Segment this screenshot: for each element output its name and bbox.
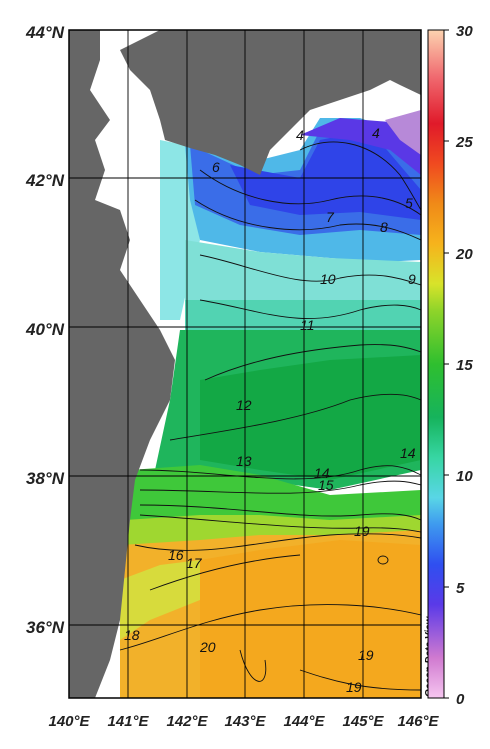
contour-label: 14 (400, 445, 416, 461)
colorbar-gradient (427, 29, 445, 699)
contour-label-group: 4 4 5 6 7 8 9 10 11 12 13 14 14 15 16 17… (124, 125, 416, 695)
lon-label: 144°E (283, 713, 325, 730)
colorbar-tick-label: 5 (456, 580, 465, 597)
land-white-gap (100, 140, 160, 175)
contour-label: 7 (326, 209, 335, 225)
contour-label: 4 (372, 125, 380, 141)
contour-label: 10 (320, 271, 336, 287)
temperature-field (120, 110, 421, 698)
colorbar-tick-label: 30 (456, 23, 473, 40)
lon-label: 141°E (107, 713, 149, 730)
lon-label: 140°E (48, 713, 90, 730)
lon-label: 145°E (342, 713, 384, 730)
colorbar-ticks (444, 29, 449, 699)
lon-label: 146°E (397, 713, 439, 730)
contour-label: 11 (300, 317, 315, 333)
lat-label: 44°N (25, 23, 65, 42)
colorbar-tick-label: 10 (456, 468, 473, 485)
contour-label: 8 (380, 219, 388, 235)
land (69, 30, 421, 698)
contour-label: 19 (358, 647, 374, 663)
longitude-labels: 140°E 141°E 142°E 143°E 144°E 145°E 146°… (48, 713, 439, 730)
contour-label: 16 (168, 547, 184, 563)
lon-label: 143°E (224, 713, 266, 730)
latitude-labels: 44°N 42°N 40°N 38°N 36°N (25, 23, 65, 637)
colorbar-tick-label: 25 (455, 134, 473, 151)
colorbar-tick-label: 0 (456, 691, 465, 708)
map-border (68, 29, 422, 699)
colorbar-tick-label: 15 (456, 357, 473, 374)
contour-label: 19 (354, 523, 370, 539)
contour-label: 15 (318, 477, 334, 493)
graticule (69, 30, 421, 698)
lat-label: 40°N (25, 320, 65, 339)
map-panel: 4 4 5 6 7 8 9 10 11 12 13 14 14 15 16 17… (69, 30, 421, 698)
contour-label: 9 (408, 271, 416, 287)
contour-label: 5 (405, 195, 413, 211)
contour-label: 19 (346, 679, 362, 695)
lon-label: 142°E (166, 713, 208, 730)
lat-label: 38°N (26, 469, 65, 488)
lat-label: 36°N (26, 618, 65, 637)
lat-label: 42°N (25, 171, 65, 190)
contour-label: 20 (199, 639, 216, 655)
colorbar: 30 25 20 15 10 5 0 (427, 23, 473, 708)
contour-label: 6 (212, 159, 220, 175)
colorbar-tick-label: 20 (455, 246, 473, 263)
contour-label: 14 (314, 465, 330, 481)
contour-label: 17 (186, 555, 203, 571)
contour-label: 13 (236, 453, 252, 469)
contour-label: 4 (296, 127, 304, 143)
contour-label: 18 (124, 627, 140, 643)
contour-lines (119, 141, 421, 691)
contour-label: 12 (236, 397, 252, 413)
